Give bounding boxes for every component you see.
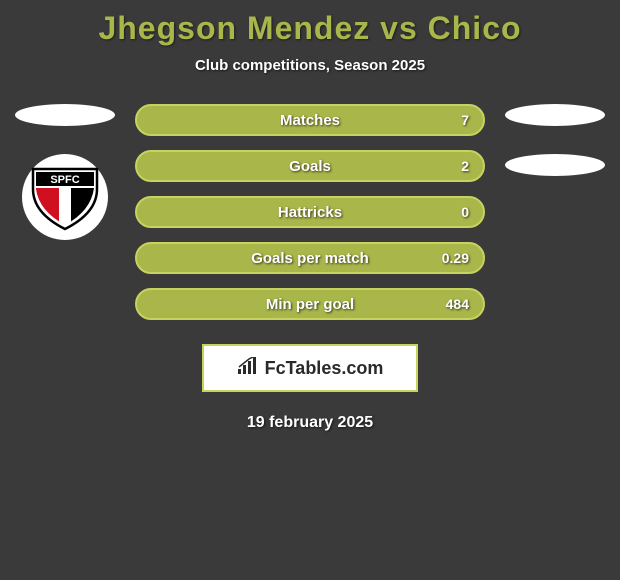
- stats-bars: Matches 7 Goals 2 Hattricks 0 Goals per …: [135, 104, 485, 334]
- stat-row-goals-per-match: Goals per match 0.29: [135, 242, 485, 274]
- stat-value: 0.29: [442, 250, 469, 266]
- right-column: [500, 104, 610, 204]
- svg-text:SPFC: SPFC: [50, 174, 79, 186]
- brand-text: FcTables.com: [265, 358, 384, 379]
- stat-value: 484: [446, 296, 469, 312]
- subtitle: Club competitions, Season 2025: [0, 57, 620, 74]
- brand-logo: FcTables.com: [237, 357, 384, 380]
- player1-club-badge: SPFC: [22, 154, 108, 240]
- stat-row-min-per-goal: Min per goal 484: [135, 288, 485, 320]
- stat-row-goals: Goals 2: [135, 150, 485, 182]
- stat-label: Goals per match: [251, 250, 369, 267]
- player1-photo-placeholder: [15, 104, 115, 126]
- stat-label: Hattricks: [278, 204, 342, 221]
- stat-value: 7: [461, 112, 469, 128]
- chart-icon: [237, 357, 259, 380]
- page-title: Jhegson Mendez vs Chico: [0, 0, 620, 47]
- brand-box: FcTables.com: [202, 344, 418, 392]
- stat-value: 2: [461, 158, 469, 174]
- player2-club-placeholder: [505, 154, 605, 176]
- stat-label: Goals: [289, 158, 331, 175]
- stat-label: Matches: [280, 112, 340, 129]
- date-text: 19 february 2025: [0, 414, 620, 432]
- club-badge-spfc: SPFC: [29, 161, 101, 233]
- stat-row-hattricks: Hattricks 0: [135, 196, 485, 228]
- stat-row-matches: Matches 7: [135, 104, 485, 136]
- left-column: SPFC: [10, 104, 120, 240]
- content-area: SPFC Matches 7 Goals 2 Hattricks 0 Goals…: [0, 104, 620, 324]
- stat-label: Min per goal: [266, 296, 354, 313]
- player2-photo-placeholder: [505, 104, 605, 126]
- stat-value: 0: [461, 204, 469, 220]
